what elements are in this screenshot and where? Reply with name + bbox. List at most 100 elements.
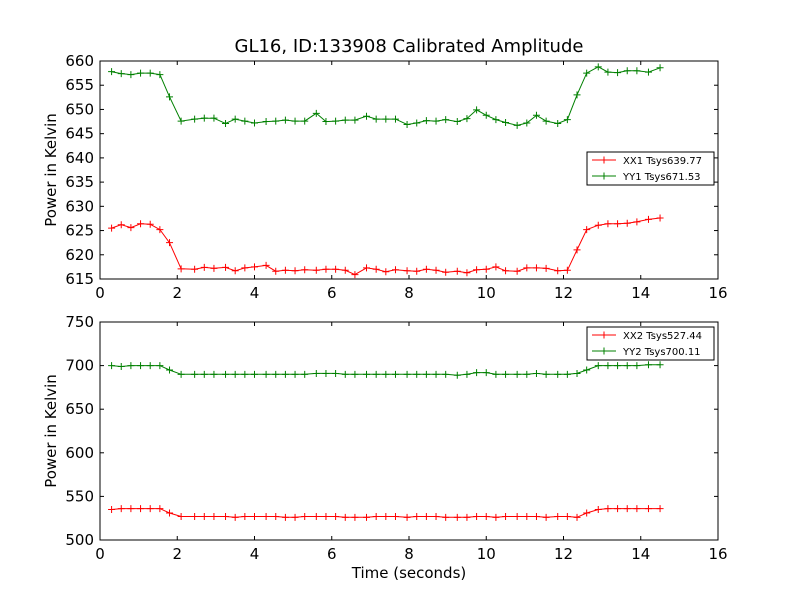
data-point (513, 121, 521, 129)
data-point (301, 266, 309, 274)
data-point (332, 117, 340, 125)
data-point (442, 513, 450, 521)
data-point (332, 512, 340, 520)
data-point (656, 214, 664, 222)
x-tick-label: 16 (708, 545, 727, 563)
y-tick-label: 620 (65, 246, 94, 264)
data-point (473, 266, 481, 274)
data-point (403, 370, 411, 378)
data-point (222, 370, 230, 378)
data-point (391, 512, 399, 520)
data-point (391, 115, 399, 123)
data-point (200, 370, 208, 378)
data-point (583, 226, 591, 234)
data-point (644, 505, 652, 513)
x-tick-label: 16 (708, 284, 727, 302)
data-point (403, 267, 411, 275)
data-point (482, 512, 490, 520)
data-point (156, 226, 164, 234)
data-point (513, 370, 521, 378)
data-point (262, 370, 270, 378)
y-axis-label: Power in Kelvin (42, 113, 60, 227)
data-point (382, 115, 390, 123)
data-point (177, 512, 185, 520)
data-point (563, 370, 571, 378)
data-point (177, 117, 185, 125)
data-point (156, 505, 164, 513)
x-tick-label: 6 (327, 284, 337, 302)
data-point (127, 362, 135, 370)
plot-frame (99, 60, 719, 280)
data-point (633, 218, 641, 226)
data-point (210, 512, 218, 520)
data-point (241, 117, 249, 125)
data-point (604, 362, 612, 370)
data-point (241, 264, 249, 272)
data-point (573, 91, 581, 99)
data-point (532, 512, 540, 520)
legend-marker (600, 347, 608, 355)
data-point (463, 269, 471, 277)
data-point (492, 370, 500, 378)
data-point (262, 261, 270, 269)
data-point (117, 221, 125, 229)
legend-label: XX2 Tsys527.44 (623, 331, 702, 342)
data-point (166, 366, 174, 374)
data-point (146, 220, 154, 228)
data-point (594, 63, 602, 71)
data-point (513, 512, 521, 520)
data-point (463, 370, 471, 378)
x-tick-label: 12 (554, 284, 573, 302)
data-point (563, 116, 571, 124)
legend-marker (600, 156, 608, 164)
data-point (532, 111, 540, 119)
x-tick-label: 4 (250, 545, 260, 563)
x-tick-label: 2 (172, 284, 182, 302)
series-line-1 (111, 217, 661, 276)
data-point (656, 64, 664, 72)
data-point (222, 263, 230, 271)
data-point (391, 370, 399, 378)
data-point (272, 117, 280, 125)
data-point (363, 264, 371, 272)
x-tick-label: 2 (172, 545, 182, 563)
data-point (200, 512, 208, 520)
data-point (554, 119, 562, 127)
data-point (623, 67, 631, 75)
data-point (291, 267, 299, 275)
data-point (422, 117, 430, 125)
data-point (222, 119, 230, 127)
data-point (251, 370, 258, 378)
data-point (473, 512, 481, 520)
data-point (453, 118, 461, 126)
data-point (644, 361, 652, 369)
data-point (542, 264, 550, 272)
legend-marker (600, 172, 608, 180)
data-point (542, 117, 550, 125)
data-point (554, 512, 562, 520)
data-point (492, 263, 500, 271)
data-point (604, 505, 612, 513)
data-point (191, 265, 199, 273)
data-point (623, 362, 631, 370)
data-point (413, 267, 421, 275)
data-point (108, 505, 116, 513)
legend: XX2 Tsys527.44 YY2 Tsys700.11 (586, 326, 715, 361)
data-point (137, 220, 145, 228)
data-point (502, 512, 510, 520)
y-tick-label: 625 (65, 222, 94, 240)
data-point (281, 513, 289, 521)
data-point (573, 369, 581, 377)
data-point (432, 117, 440, 125)
data-point (312, 266, 320, 274)
x-tick-label: 4 (250, 284, 260, 302)
data-point (127, 505, 135, 513)
data-point (532, 369, 540, 377)
data-point (146, 69, 154, 77)
legend-box (586, 326, 715, 361)
data-point (382, 268, 390, 276)
data-point (604, 68, 612, 76)
data-point (272, 267, 280, 275)
data-point (623, 219, 631, 227)
